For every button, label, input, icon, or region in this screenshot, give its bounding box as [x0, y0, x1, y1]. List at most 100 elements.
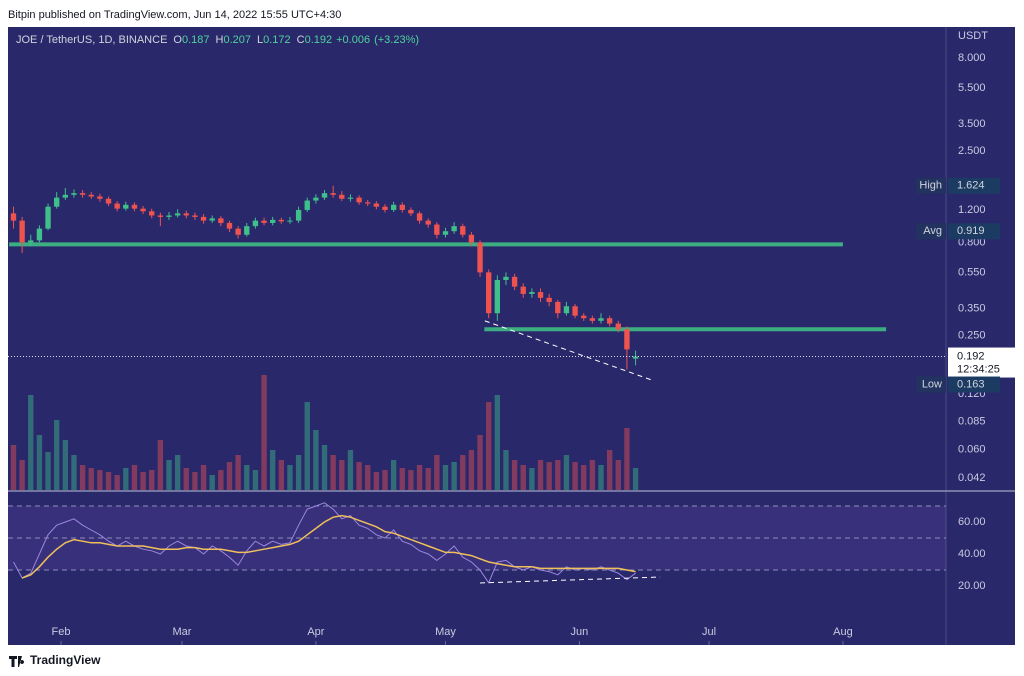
volume-bar [615, 460, 621, 490]
candle-body [313, 197, 319, 201]
candle-body [330, 193, 336, 195]
volume-bar [434, 455, 440, 490]
candle-body [477, 242, 483, 273]
symbol-legend: JOE / TetherUS, 1D, BINANCE O0.187 H0.207 L… [16, 34, 419, 46]
volume-bar [330, 455, 336, 490]
candle-body [131, 204, 138, 209]
candle-body [200, 216, 207, 221]
candle-body [149, 211, 155, 216]
y-tick-label: 20.00 [958, 580, 986, 592]
y-tick-label: 2.500 [958, 145, 986, 157]
x-tick-label: Mar [172, 626, 191, 638]
countdown: 12:34:25 [957, 363, 1000, 375]
candle-body [373, 203, 380, 207]
candle-body [218, 218, 224, 223]
candle-body [252, 220, 259, 227]
candle-body [270, 219, 276, 223]
volume-bar [451, 462, 457, 490]
volume-bar [373, 472, 380, 490]
candle-body [62, 194, 69, 198]
candle-body [563, 306, 570, 314]
volume-bar [28, 395, 34, 490]
candle-body [10, 213, 17, 221]
y-tick-label: 3.500 [958, 118, 986, 130]
candle-body [546, 297, 552, 302]
volume-bar [581, 465, 587, 490]
candle-body [442, 231, 449, 235]
candle-body [278, 219, 285, 222]
volume-bar [382, 470, 388, 490]
volume-bar [356, 462, 362, 490]
volume-bar [321, 445, 328, 490]
volume-bar [606, 450, 613, 490]
ohlc-letter: C [297, 34, 305, 46]
volume-bar [304, 402, 310, 490]
candle-body [425, 220, 431, 225]
volume-bar [45, 452, 51, 490]
tv-logo: TradingView [9, 653, 101, 667]
candle-body [140, 208, 146, 212]
candle-body [157, 215, 164, 217]
change-pct: (+3.23%) [374, 34, 419, 46]
ohlc-letter: H [216, 34, 224, 46]
x-tick-label: Feb [52, 626, 71, 638]
volume-bar [209, 475, 215, 490]
x-tick-label: May [435, 626, 456, 638]
volume-bar [477, 435, 483, 490]
volume-bar [54, 420, 60, 490]
marker-name-box [916, 376, 946, 393]
candle-body [382, 206, 388, 210]
volume-bar [192, 472, 198, 490]
candle-body [97, 196, 103, 199]
volume-bar [123, 468, 129, 490]
axis-unit: USDT [958, 30, 988, 42]
candle-body [572, 306, 578, 316]
volume-bar [244, 465, 250, 490]
volume-bar [460, 455, 466, 490]
y-tick-label: 8.000 [958, 52, 986, 64]
candle-body [451, 226, 457, 232]
candle-body [226, 222, 233, 229]
y-tick-label: 40.00 [958, 548, 986, 560]
candle-body [589, 318, 596, 321]
candle-body [537, 292, 544, 298]
marker-name: Low [922, 378, 942, 390]
volume-bar [140, 472, 146, 490]
volume-bar [520, 465, 526, 490]
volume-bar [598, 465, 604, 490]
candle-body [598, 318, 604, 321]
volume-bar [287, 465, 293, 490]
volume-bar [105, 472, 112, 490]
volume-bar [278, 460, 285, 490]
candle-body [606, 318, 613, 324]
ohlc-letter: O [173, 34, 182, 46]
volume-bar [572, 462, 578, 490]
volume-bar [157, 440, 164, 490]
y-tick-label: 0.060 [958, 443, 986, 455]
volume-bar [529, 468, 535, 490]
volume-bar [468, 450, 475, 490]
candle-body [36, 228, 43, 241]
logo-mark [9, 656, 25, 667]
volume-bar [589, 460, 596, 490]
marker-value: 1.624 [957, 180, 985, 192]
candle-body [399, 204, 405, 210]
volume-bar [131, 465, 138, 490]
y-tick-label: 1.200 [958, 204, 986, 216]
trendline [480, 576, 661, 584]
volume-bar [97, 470, 103, 490]
volume-bar [339, 460, 345, 490]
candle-body [356, 197, 362, 203]
candle-body [408, 209, 414, 214]
volume-bar [442, 465, 449, 490]
y-tick-label: 60.00 [958, 516, 986, 528]
candle-body [434, 224, 440, 235]
volume-bar [19, 460, 25, 490]
candle-body [494, 279, 501, 314]
candle-body [511, 276, 518, 287]
volume-bar [390, 460, 397, 490]
volume-bar [149, 470, 155, 490]
marker-name: Avg [923, 225, 942, 237]
marker-value-box [948, 376, 1000, 393]
